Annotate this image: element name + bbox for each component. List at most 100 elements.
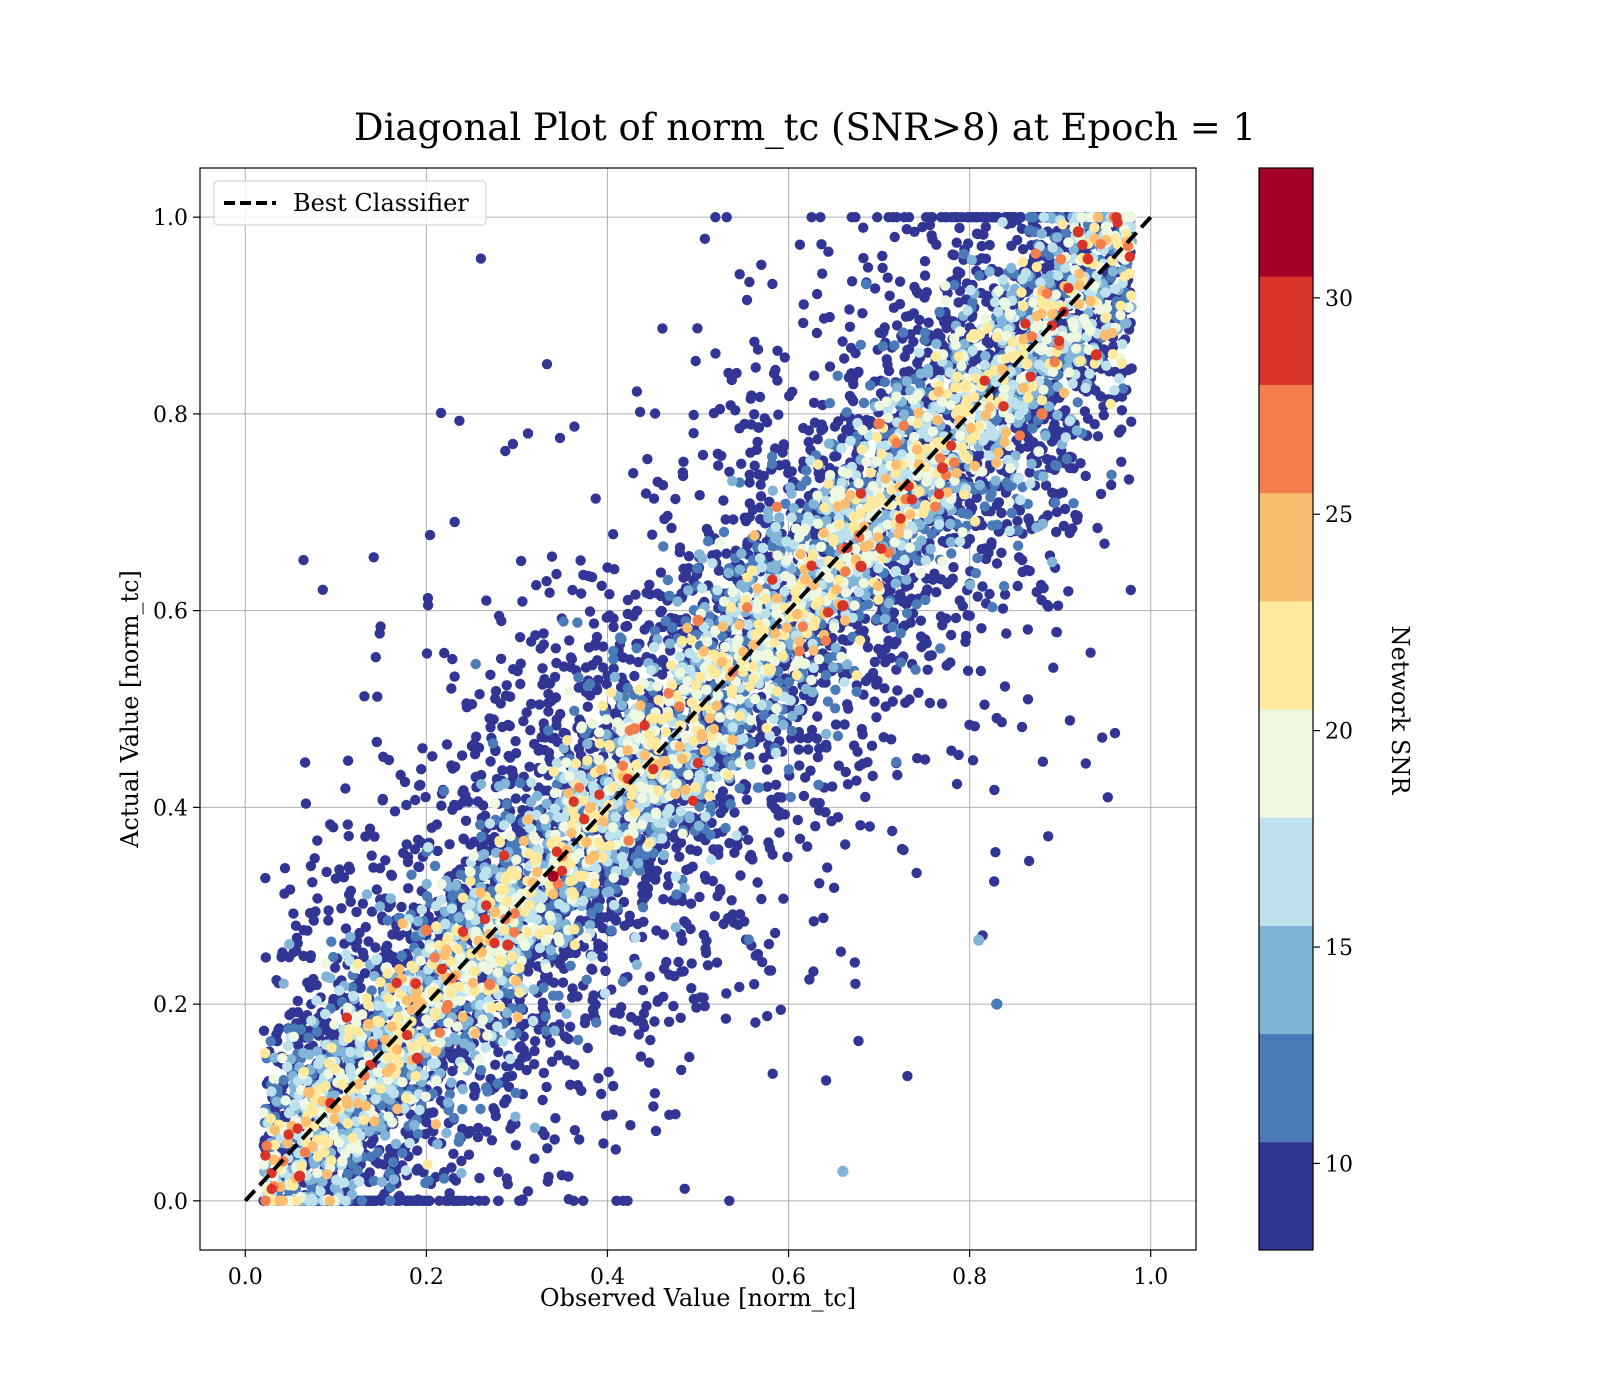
scatter-point	[490, 685, 502, 697]
scatter-point	[597, 923, 608, 934]
scatter-point	[559, 1031, 571, 1042]
scatter-point	[675, 1012, 686, 1023]
scatter-point	[1023, 855, 1035, 867]
scatter-point	[840, 766, 851, 778]
scatter-point	[909, 226, 920, 237]
scatter-point	[323, 915, 334, 926]
scatter-point	[366, 1195, 377, 1207]
scatter-point	[820, 1075, 832, 1086]
scatter-point	[811, 288, 823, 300]
scatter-point	[1038, 582, 1049, 594]
scatter-point	[820, 807, 831, 818]
scatter-point	[837, 336, 848, 347]
scatter-point	[855, 820, 866, 831]
scatter-point	[501, 680, 512, 691]
scatter-point	[724, 838, 735, 849]
scatter-point	[650, 1125, 662, 1137]
scatter-point	[692, 323, 703, 334]
scatter-point	[329, 962, 341, 973]
scatter-point	[496, 615, 507, 627]
scatter-point	[891, 756, 902, 768]
scatter-point	[370, 942, 381, 953]
scatter-point	[718, 495, 729, 506]
scatter-point	[864, 672, 875, 683]
scatter-point	[1080, 470, 1091, 482]
scatter-point	[681, 864, 692, 876]
scatter-point	[525, 725, 536, 736]
scatter-point	[734, 423, 745, 434]
scatter-point	[655, 567, 667, 578]
scatter-point	[803, 436, 814, 448]
scatter-point	[658, 541, 669, 552]
scatter-point	[290, 920, 302, 931]
scatter-point	[648, 1101, 659, 1112]
scatter-point	[839, 719, 850, 730]
scatter-point	[490, 1059, 501, 1071]
scatter-point	[683, 551, 695, 562]
scatter-point	[514, 632, 526, 643]
scatter-point	[510, 736, 521, 747]
scatter-point	[728, 514, 739, 525]
scatter-point	[436, 800, 447, 811]
scatter-point	[670, 1109, 681, 1120]
scatter-point	[260, 872, 271, 884]
scatter-point	[960, 630, 972, 642]
scatter-point	[833, 760, 844, 771]
scatter-point	[565, 1021, 576, 1032]
scatter-point	[565, 652, 577, 663]
scatter-point	[466, 699, 478, 710]
scatter-point	[576, 1085, 587, 1097]
scatter-point	[563, 1171, 574, 1182]
scatter-point	[368, 862, 379, 873]
scatter-point	[936, 698, 948, 709]
scatter-point	[370, 652, 381, 663]
scatter-point	[649, 408, 661, 419]
scatter-point	[382, 915, 393, 926]
scatter-point	[883, 212, 894, 223]
scatter-point	[852, 746, 863, 757]
scatter-point	[1080, 758, 1092, 769]
scatter-point	[827, 781, 838, 792]
scatter-point	[793, 744, 804, 755]
scatter-point	[673, 956, 684, 968]
scatter-point	[716, 450, 727, 461]
scatter-point	[734, 269, 745, 280]
scatter-point	[814, 743, 825, 754]
scatter-point	[529, 1059, 540, 1070]
scatter-point	[495, 653, 507, 664]
scatter-point	[338, 872, 350, 883]
scatter-point	[330, 873, 341, 884]
scatter-point	[493, 1166, 504, 1178]
scatter-point	[1092, 431, 1104, 442]
scatter-point	[688, 409, 699, 421]
scatter-point	[842, 779, 854, 790]
scatter-point	[808, 966, 819, 977]
scatter-point	[792, 814, 803, 826]
scatter-point	[877, 341, 889, 352]
scatter-point	[1048, 662, 1059, 673]
scatter-point	[744, 469, 755, 480]
scatter-point	[401, 799, 412, 811]
scatter-point	[1022, 694, 1034, 705]
scatter-point	[584, 690, 596, 701]
scatter-point	[538, 1067, 550, 1079]
scatter-point	[694, 490, 705, 501]
scatter-point	[590, 493, 601, 504]
scatter-point	[843, 703, 854, 714]
scatter-point	[456, 750, 468, 761]
scatter-point	[417, 743, 428, 754]
scatter-point	[951, 778, 963, 790]
scatter-point	[582, 701, 593, 712]
scatter-point	[756, 259, 767, 270]
scatter-point	[718, 526, 730, 538]
scatter-point	[762, 1010, 773, 1022]
scatter-point	[447, 804, 458, 815]
scatter-point	[677, 470, 689, 482]
scatter-point	[567, 584, 578, 596]
scatter-point	[550, 692, 562, 703]
scatter-point	[446, 683, 457, 694]
scatter-point	[770, 779, 782, 790]
scatter-point	[877, 250, 888, 262]
scatter-point	[424, 529, 436, 541]
scatter-point	[1099, 538, 1110, 549]
